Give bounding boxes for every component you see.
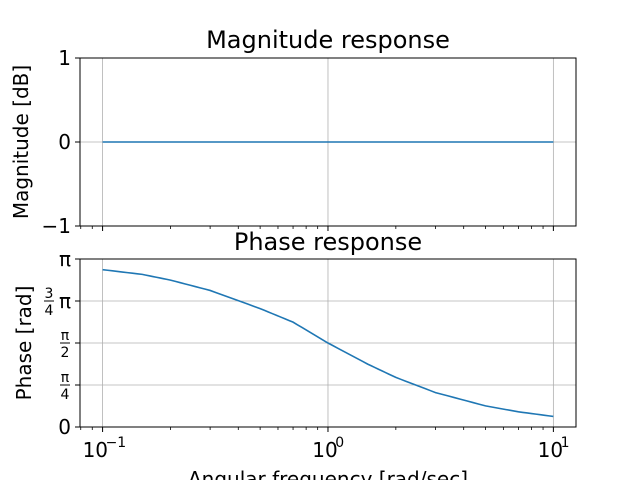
magnitude-ticks: −1 0 1 [42,46,554,238]
phase-ytick-label-den: 4 [61,387,70,403]
phase-ytick-label: 0 [58,415,71,439]
phase-xtick-label-exp: −1 [106,435,127,451]
phase-ytick-label: π [59,247,71,271]
phase-subplot: Phase response Phase [rad] 0π4π2π34π10−1… [12,228,577,480]
phase-xtick-label-exp: 0 [335,435,344,451]
magnitude-ylabel: Magnitude [dB] [9,65,33,219]
magnitude-ytick-label: −1 [42,214,71,238]
phase-ytick-label-num: 3 [45,286,54,302]
phase-ytick-label-num: π [61,370,70,386]
magnitude-ytick-label: 0 [58,130,71,154]
phase-series-line [102,268,554,418]
phase-xlabel: Angular frequency [rad/sec] [188,467,468,480]
phase-ytick-label-den: 2 [61,345,70,361]
magnitude-ytick-label: 1 [58,46,71,70]
phase-xtick-label-exp: 1 [561,435,570,451]
phase-xtick-label-base: 10 [312,438,337,462]
phase-ylabel: Phase [rad] [12,286,36,401]
phase-title: Phase response [234,228,422,256]
phase-ytick-label-num: π [61,328,70,344]
magnitude-title: Magnitude response [206,26,450,54]
phase-series [102,268,554,418]
phase-ytick-label-suffix: π [59,289,71,313]
phase-xtick-label-base: 10 [83,438,108,462]
phase-ytick-label-den: 4 [45,303,54,319]
magnitude-subplot: Magnitude response Magnitude [dB] −1 0 1 [9,26,577,238]
phase-xtick-label-base: 10 [538,438,563,462]
